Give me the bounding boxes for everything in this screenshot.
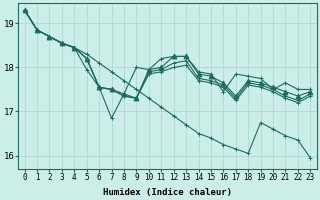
X-axis label: Humidex (Indice chaleur): Humidex (Indice chaleur) (103, 188, 232, 197)
